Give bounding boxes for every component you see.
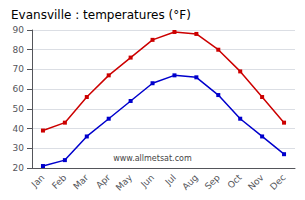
svg-text:Apr: Apr	[94, 172, 112, 190]
svg-text:Jun: Jun	[138, 172, 156, 190]
svg-text:www.allmetsat.com: www.allmetsat.com	[113, 154, 192, 163]
svg-text:30: 30	[13, 143, 25, 153]
svg-text:Oct: Oct	[226, 172, 244, 190]
svg-text:60: 60	[13, 84, 25, 94]
svg-text:Nov: Nov	[246, 172, 266, 192]
svg-text:Jan: Jan	[29, 172, 47, 190]
svg-text:40: 40	[13, 124, 25, 134]
svg-text:Sep: Sep	[203, 172, 222, 191]
svg-text:May: May	[114, 172, 135, 193]
svg-text:20: 20	[13, 163, 25, 173]
svg-text:50: 50	[13, 104, 25, 114]
svg-text:Jul: Jul	[163, 172, 178, 187]
svg-text:Dec: Dec	[268, 172, 287, 191]
svg-text:Feb: Feb	[50, 172, 69, 191]
svg-text:90: 90	[13, 25, 25, 35]
svg-text:Mar: Mar	[71, 172, 90, 191]
svg-text:Evansville : temperatures (°F): Evansville : temperatures (°F)	[11, 8, 191, 22]
svg-text:80: 80	[13, 45, 25, 55]
svg-text:Aug: Aug	[180, 172, 199, 191]
svg-text:70: 70	[13, 64, 25, 74]
